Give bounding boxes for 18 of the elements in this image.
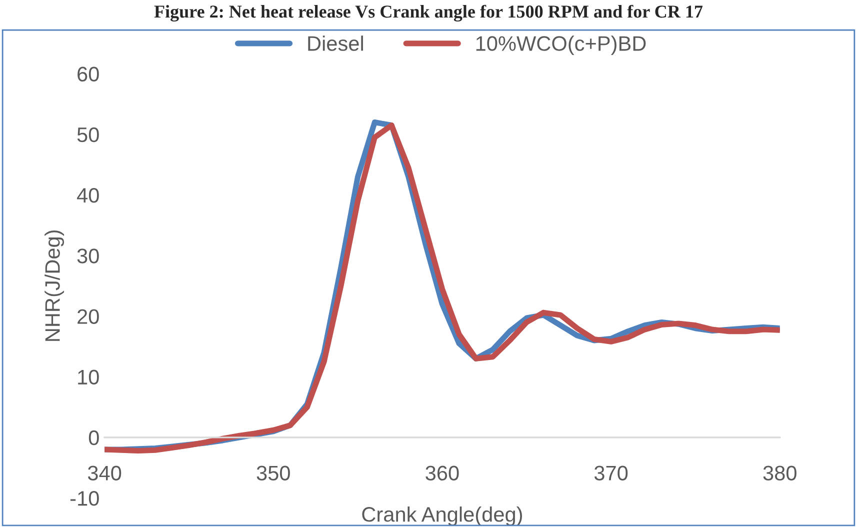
y-tick-label: 10 <box>78 370 99 385</box>
x-tick-label: 380 <box>763 466 796 480</box>
y-tick-label: 50 <box>77 127 99 142</box>
y-tick-label: 20 <box>78 309 99 324</box>
x-tick-label: 370 <box>594 466 628 480</box>
y-tick-label: 60 <box>78 66 99 82</box>
y-tick-label: 30 <box>77 248 99 264</box>
y-tick-label: 0 <box>88 430 99 446</box>
chart-title: Figure 2: Net heat release Vs Crank angle for 1500 RPM and for CR 17 <box>154 4 703 22</box>
y-axis-title: NHR(J/Deg) <box>44 230 64 341</box>
x-tick-label: 340 <box>88 466 122 480</box>
y-tick-label: 40 <box>77 188 99 203</box>
x-tick-label: 360 <box>426 466 459 480</box>
x-axis-title: Crank Angle(deg) <box>362 506 522 526</box>
y-tick-label: -10 <box>70 491 99 506</box>
legend-label: Diesel <box>308 36 363 51</box>
legend-label: 10%WCO(c+P)BD <box>476 36 646 56</box>
x-tick-label: 350 <box>256 466 290 480</box>
